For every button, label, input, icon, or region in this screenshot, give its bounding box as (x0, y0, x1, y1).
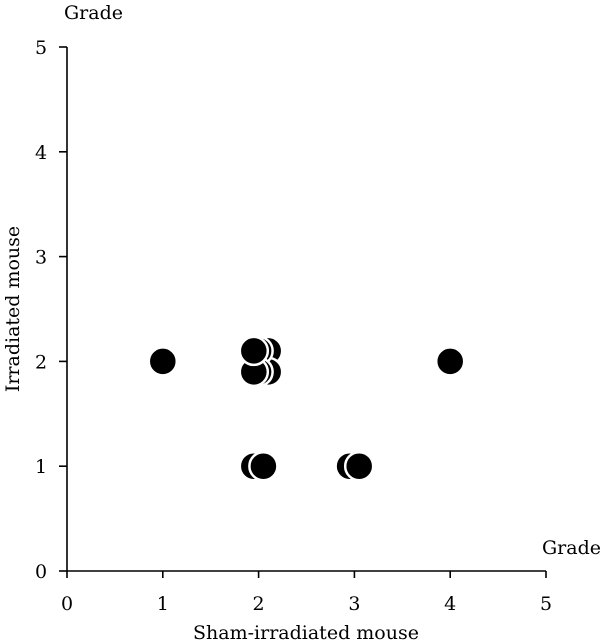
y-tick-label: 0 (35, 561, 47, 583)
x-axis-title: Sham-irradiated mouse (193, 622, 419, 643)
y-tick-label: 3 (35, 247, 47, 269)
data-point (343, 450, 375, 482)
ticks: 0 1 2 3 4 5 0 1 2 3 4 5 (35, 37, 552, 615)
y-tick-label: 5 (35, 37, 47, 59)
x-tick-label: 1 (157, 593, 169, 615)
data-points (147, 335, 466, 482)
data-point (248, 450, 279, 482)
x-tick-label: 4 (444, 593, 456, 615)
y-tick-label: 1 (35, 456, 47, 478)
x-tick-label: 2 (253, 593, 265, 615)
data-point (238, 335, 270, 367)
data-point (434, 346, 466, 377)
x-tick-label: 5 (540, 593, 552, 615)
x-tick-label: 3 (348, 593, 360, 615)
y-tick-label: 2 (35, 351, 47, 373)
axes (66, 47, 546, 572)
x-tick-label: 0 (61, 593, 73, 615)
data-point (147, 346, 179, 377)
x-unit-label: Grade (542, 537, 600, 559)
y-unit-label: Grade (64, 2, 123, 24)
y-axis-title: Irradiated mouse (2, 226, 24, 392)
y-tick-label: 4 (35, 142, 47, 164)
